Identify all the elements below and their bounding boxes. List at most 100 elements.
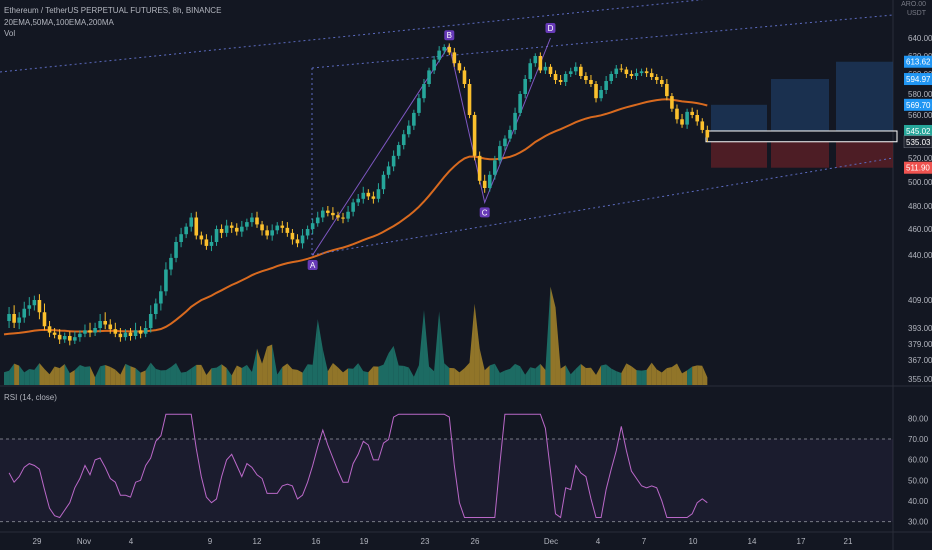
volume-segment xyxy=(621,363,627,385)
volume-segment xyxy=(636,370,642,385)
price-label: 535.03 xyxy=(906,138,931,147)
price-tick: 580.00 xyxy=(908,90,932,99)
volume-segment xyxy=(626,363,632,385)
candle-body xyxy=(654,77,659,80)
volume-segment xyxy=(601,364,607,385)
candle-body xyxy=(705,129,710,138)
risk-reward-boxes[interactable] xyxy=(705,61,898,168)
candle-body xyxy=(7,314,11,321)
candle-body xyxy=(37,300,42,313)
price-label-badge xyxy=(904,55,932,68)
volume-segment xyxy=(398,365,404,385)
volume-segment xyxy=(120,363,126,385)
time-axis: 29 Nov 4 9 12 16 19 23 26 Dec 4 7 10 14 17 21 xyxy=(33,537,853,546)
candle-body xyxy=(47,326,52,333)
candle-body xyxy=(199,235,204,240)
volume-segment xyxy=(170,363,177,385)
candle-body xyxy=(589,80,593,84)
candle-body xyxy=(579,66,583,76)
candle-body xyxy=(361,192,366,199)
volume-segment xyxy=(257,348,263,385)
volume-segment xyxy=(676,363,683,385)
volume-segment xyxy=(287,363,293,385)
volume-segment xyxy=(69,369,75,385)
volume-segment xyxy=(145,362,151,385)
volume-segment xyxy=(332,362,338,385)
volume-segment xyxy=(545,286,551,385)
candle-body xyxy=(73,337,77,341)
price-tick: 409.00 xyxy=(908,296,932,305)
candle-body xyxy=(543,66,548,71)
candle-body xyxy=(538,56,543,71)
volume-segment xyxy=(408,367,414,385)
volume-segment xyxy=(322,348,328,385)
time-tick: 19 xyxy=(360,537,369,546)
price-label: 511.90 xyxy=(906,164,930,173)
rsi-label[interactable]: RSI (14, close) xyxy=(4,393,57,402)
time-tick: 26 xyxy=(471,537,480,546)
volume-segment xyxy=(368,366,374,385)
time-tick: 21 xyxy=(844,537,853,546)
candle-body xyxy=(113,329,118,334)
volume-segment xyxy=(363,371,369,385)
candle-body xyxy=(437,50,441,60)
volume-segment xyxy=(14,363,20,385)
time-tick: 10 xyxy=(689,537,698,546)
price-tick: 393.00 xyxy=(908,324,932,333)
chart-title: Ethereum / TetherUS PERPETUAL FUTURES, 8… xyxy=(4,6,222,15)
candle-body xyxy=(12,314,16,323)
price-tick: 440.00 xyxy=(908,251,932,260)
candle-body xyxy=(371,196,376,199)
time-tick: Dec xyxy=(544,537,558,546)
volume-segment xyxy=(358,363,364,385)
candle-body xyxy=(548,66,553,74)
volume-segment xyxy=(302,364,308,385)
candle-body xyxy=(270,230,274,236)
candle-body xyxy=(169,257,173,270)
target-box xyxy=(836,61,893,131)
volume-segment xyxy=(216,364,222,385)
volume-segment xyxy=(702,365,708,385)
candle-body xyxy=(280,225,285,228)
time-tick: 9 xyxy=(208,537,213,546)
volume-segment xyxy=(697,365,703,385)
volume-segment xyxy=(606,364,612,385)
candle-body xyxy=(665,84,669,97)
volume-segment xyxy=(176,363,182,385)
volume-segment xyxy=(353,363,359,385)
candle-body xyxy=(103,321,107,325)
rsi-tick: 60.00 xyxy=(908,456,929,465)
candle-body xyxy=(128,332,133,336)
volume-segment xyxy=(555,307,561,385)
indicators-label[interactable]: 20EMA,50MA,100EMA,200MA xyxy=(4,18,114,27)
pattern-point-label: C xyxy=(482,208,488,217)
candle-body xyxy=(447,47,452,53)
candle-body xyxy=(417,98,421,113)
volume-segment xyxy=(510,363,516,385)
candle-body xyxy=(457,63,462,71)
price-tick: 367.00 xyxy=(908,356,932,365)
candle-body xyxy=(32,300,37,306)
candle-body xyxy=(194,217,199,236)
candle-body xyxy=(553,74,558,80)
rsi-line xyxy=(8,413,708,519)
candle-body xyxy=(685,111,689,125)
price-tick: 355.00 xyxy=(908,375,932,384)
candle-body xyxy=(609,74,613,81)
candle-body xyxy=(498,146,502,161)
target-box xyxy=(771,79,829,131)
ema-line xyxy=(3,98,708,336)
candle-body xyxy=(83,330,87,334)
pattern-point-badge xyxy=(545,23,556,33)
candle-body xyxy=(305,229,310,236)
candle-body xyxy=(189,217,194,227)
candle-body xyxy=(255,217,259,225)
volume-segment xyxy=(317,319,323,385)
volume-segment xyxy=(115,369,121,385)
candle-body xyxy=(310,223,315,229)
time-tick: 4 xyxy=(129,537,134,546)
volume-segment xyxy=(165,367,171,385)
volume-segment xyxy=(155,368,161,385)
volume-label[interactable]: Vol xyxy=(4,29,16,38)
